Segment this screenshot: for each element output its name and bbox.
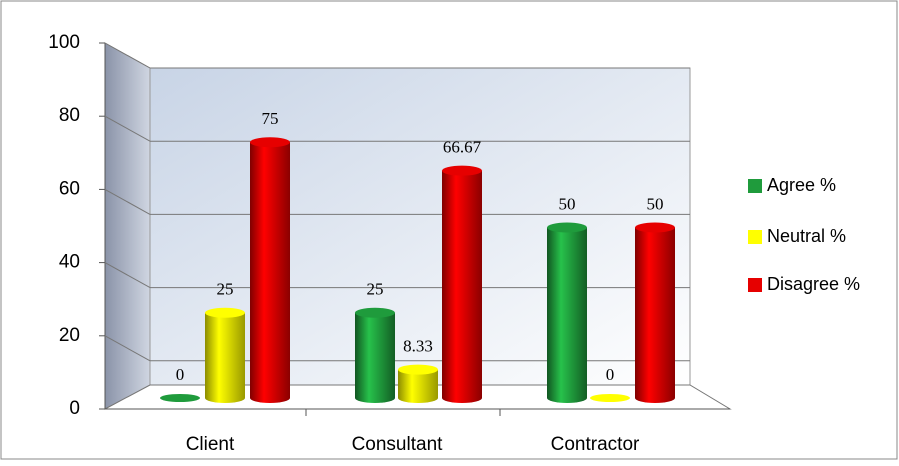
bar xyxy=(250,142,290,403)
data-label: 0 xyxy=(176,365,185,384)
y-tick-label: 40 xyxy=(59,252,80,273)
legend-label: Agree % xyxy=(767,175,836,195)
bar xyxy=(160,394,200,402)
legend-swatch xyxy=(748,179,762,193)
bar-top xyxy=(398,364,438,375)
x-tick-label: Client xyxy=(186,434,235,455)
data-label: 66.67 xyxy=(443,138,482,157)
bar xyxy=(590,394,630,402)
data-label: 75 xyxy=(262,109,279,128)
grid-line xyxy=(104,42,151,69)
data-label: 50 xyxy=(559,194,576,213)
y-tick-label: 60 xyxy=(59,178,80,199)
bar-top xyxy=(205,307,245,318)
grid-line xyxy=(104,335,151,362)
bar xyxy=(398,369,438,403)
side-wall xyxy=(104,42,151,410)
x-tick-label: Contractor xyxy=(551,434,640,455)
legend-swatch xyxy=(748,278,762,292)
bar xyxy=(635,227,675,403)
data-label: 25 xyxy=(217,280,234,299)
bar xyxy=(205,312,245,403)
data-label: 8.33 xyxy=(403,337,433,356)
data-label: 0 xyxy=(606,365,615,384)
legend-swatch xyxy=(748,230,762,244)
y-tick-label: 80 xyxy=(59,105,80,126)
x-tick-label: Consultant xyxy=(352,434,444,455)
y-tick-label: 20 xyxy=(59,325,80,346)
bar-top xyxy=(355,307,395,318)
legend-label: Disagree % xyxy=(767,274,860,294)
bar-top xyxy=(547,222,587,233)
bar-top xyxy=(635,222,675,233)
grid-line xyxy=(104,262,151,289)
data-label: 25 xyxy=(367,280,384,299)
y-tick-label: 0 xyxy=(69,398,80,419)
bar xyxy=(547,227,587,403)
grid-line xyxy=(104,115,151,142)
bar xyxy=(355,312,395,403)
bar-top xyxy=(250,137,290,148)
grid-line xyxy=(104,188,151,215)
y-tick-label: 100 xyxy=(48,32,80,53)
bar-top xyxy=(442,165,482,176)
legend-label: Neutral % xyxy=(767,226,846,246)
data-label: 50 xyxy=(647,194,664,213)
bar xyxy=(442,170,482,403)
